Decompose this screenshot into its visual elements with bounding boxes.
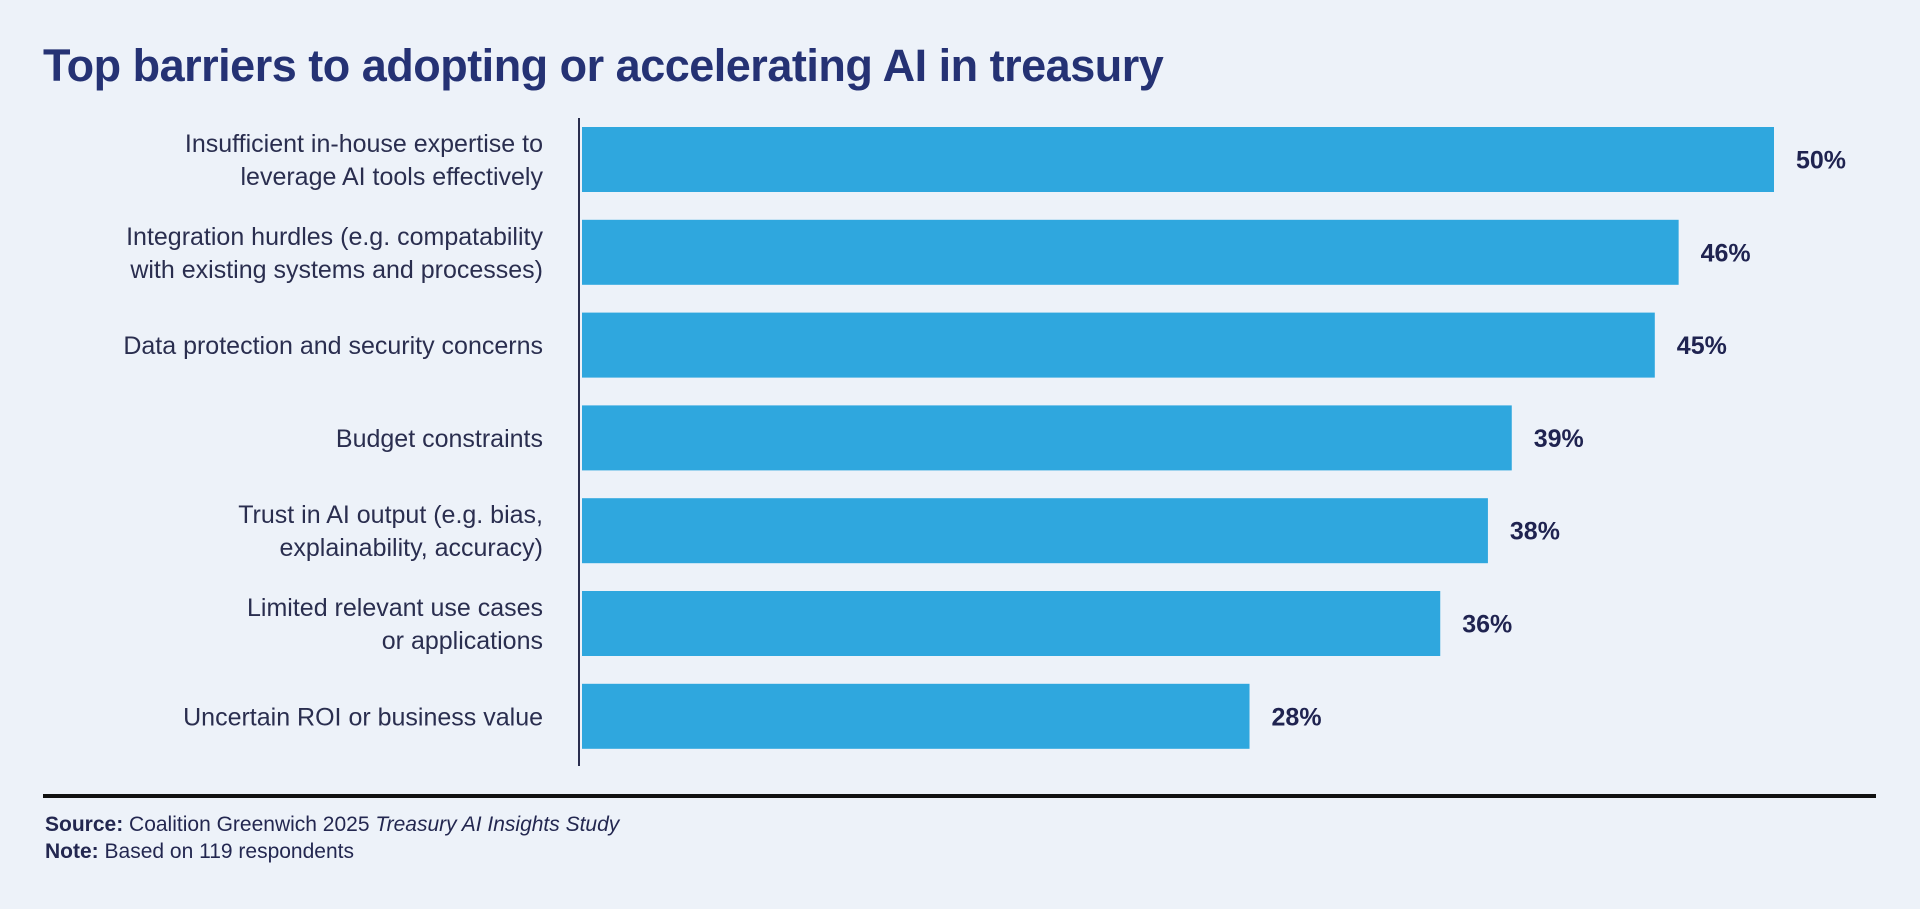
category-label: explainability, accuracy) <box>279 534 543 562</box>
footer-divider <box>43 794 1876 798</box>
value-label: 36% <box>1462 611 1512 639</box>
note-text: Based on 119 respondents <box>104 840 354 863</box>
source-line: Source: Coalition Greenwich 2025 Treasur… <box>45 813 619 837</box>
note-label: Note: <box>45 840 99 863</box>
category-label: or applications <box>382 627 543 655</box>
value-label: 39% <box>1534 425 1584 453</box>
chart-title: Top barriers to adopting or accelerating… <box>43 40 1164 91</box>
bar <box>582 498 1488 564</box>
category-label: with existing systems and processes) <box>129 256 543 284</box>
category-label: Integration hurdles (e.g. compatability <box>126 223 543 251</box>
bar <box>582 219 1679 285</box>
source-label: Source: <box>45 813 124 836</box>
bar <box>582 683 1250 749</box>
value-label: 38% <box>1510 518 1560 546</box>
value-label: 45% <box>1677 332 1727 360</box>
category-label: Uncertain ROI or business value <box>183 703 543 731</box>
bar <box>582 127 1774 192</box>
category-label: leverage AI tools effectively <box>241 163 544 191</box>
source-text: Coalition Greenwich 2025 <box>129 813 370 836</box>
bar-chart: 50% Insufficient in-house expertise to lev… <box>123 118 1846 766</box>
category-label: Limited relevant use cases <box>247 594 543 622</box>
bar <box>582 591 1441 656</box>
category-label: Insufficient in-house expertise to <box>185 130 543 158</box>
value-label: 28% <box>1272 703 1322 731</box>
bar <box>582 405 1512 471</box>
note-line: Note: Based on 119 respondents <box>45 840 354 864</box>
category-label: Data protection and security concerns <box>123 332 543 360</box>
category-label: Budget constraints <box>336 425 543 453</box>
source-study-title: Treasury AI Insights Study <box>375 813 620 836</box>
bar <box>582 312 1655 378</box>
category-label: Trust in AI output (e.g. bias, <box>238 501 543 529</box>
value-label: 50% <box>1796 147 1846 175</box>
value-label: 46% <box>1701 239 1751 267</box>
